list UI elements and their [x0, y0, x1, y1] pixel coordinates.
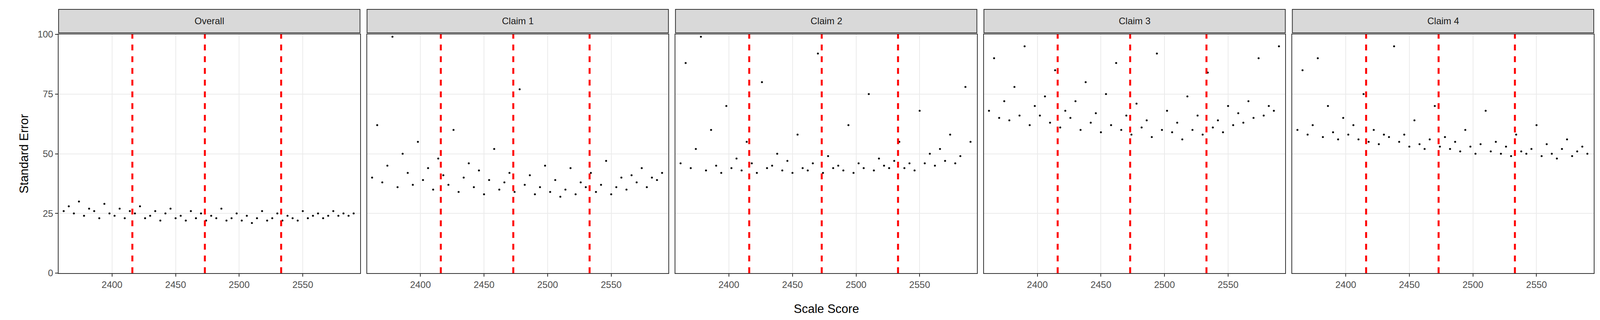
svg-text:2550: 2550	[909, 279, 931, 290]
svg-text:2400: 2400	[101, 279, 123, 290]
svg-text:2450: 2450	[782, 279, 803, 290]
svg-text:Claim 1: Claim 1	[501, 15, 534, 27]
svg-text:2400: 2400	[1335, 279, 1356, 290]
svg-text:75: 75	[42, 88, 54, 100]
svg-text:2500: 2500	[1153, 279, 1175, 290]
svg-text:2450: 2450	[1090, 279, 1112, 290]
svg-text:Claim 2: Claim 2	[810, 15, 843, 27]
svg-text:2550: 2550	[1526, 279, 1547, 290]
svg-text:50: 50	[42, 148, 54, 159]
svg-text:Overall: Overall	[194, 15, 225, 27]
svg-text:2450: 2450	[165, 279, 186, 290]
svg-text:2500: 2500	[537, 279, 558, 290]
svg-text:2550: 2550	[292, 279, 313, 290]
svg-text:Scale Score: Scale Score	[793, 301, 859, 316]
svg-text:2400: 2400	[718, 279, 740, 290]
svg-text:2400: 2400	[410, 279, 431, 290]
svg-text:100: 100	[37, 28, 54, 40]
svg-text:25: 25	[42, 208, 54, 219]
svg-text:Claim 3: Claim 3	[1118, 15, 1151, 27]
svg-text:2550: 2550	[1217, 279, 1239, 290]
svg-text:2500: 2500	[845, 279, 867, 290]
svg-text:2500: 2500	[228, 279, 250, 290]
svg-text:0: 0	[48, 267, 54, 279]
svg-text:2550: 2550	[600, 279, 622, 290]
svg-text:Claim 4: Claim 4	[1427, 15, 1459, 27]
svg-text:2500: 2500	[1462, 279, 1484, 290]
svg-text:2450: 2450	[473, 279, 495, 290]
svg-text:2400: 2400	[1026, 279, 1048, 290]
svg-text:2450: 2450	[1398, 279, 1420, 290]
svg-text:Standard Error: Standard Error	[17, 114, 31, 194]
